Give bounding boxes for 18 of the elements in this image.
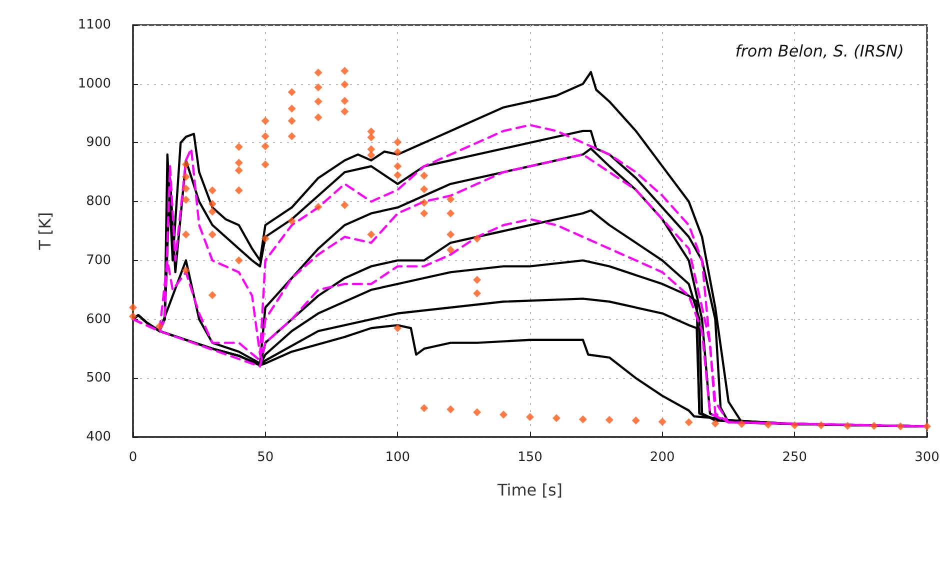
x-tick-label: 100 xyxy=(385,450,410,465)
x-tick-label: 250 xyxy=(782,450,808,465)
x-tick-label: 50 xyxy=(257,450,274,465)
y-tick-label: 800 xyxy=(86,194,111,210)
y-tick-label: 900 xyxy=(86,135,111,150)
x-axis-title: Time [s] xyxy=(496,480,563,500)
x-tick-label: 200 xyxy=(650,450,675,465)
y-tick-label: 500 xyxy=(86,370,111,386)
x-tick-label: 300 xyxy=(914,450,940,465)
y-tick-label: 600 xyxy=(86,312,111,327)
x-tick-label: 0 xyxy=(128,450,138,465)
y-axis-title: T [K] xyxy=(36,212,54,251)
y-tick-label: 1000 xyxy=(78,76,111,92)
y-tick-label: 700 xyxy=(86,252,111,268)
annotation: from Belon, S. (IRSN) xyxy=(735,42,904,60)
y-tick-label: 1100 xyxy=(78,18,111,32)
x-tick-label: 150 xyxy=(518,450,542,465)
y-tick-label: 400 xyxy=(86,430,111,444)
